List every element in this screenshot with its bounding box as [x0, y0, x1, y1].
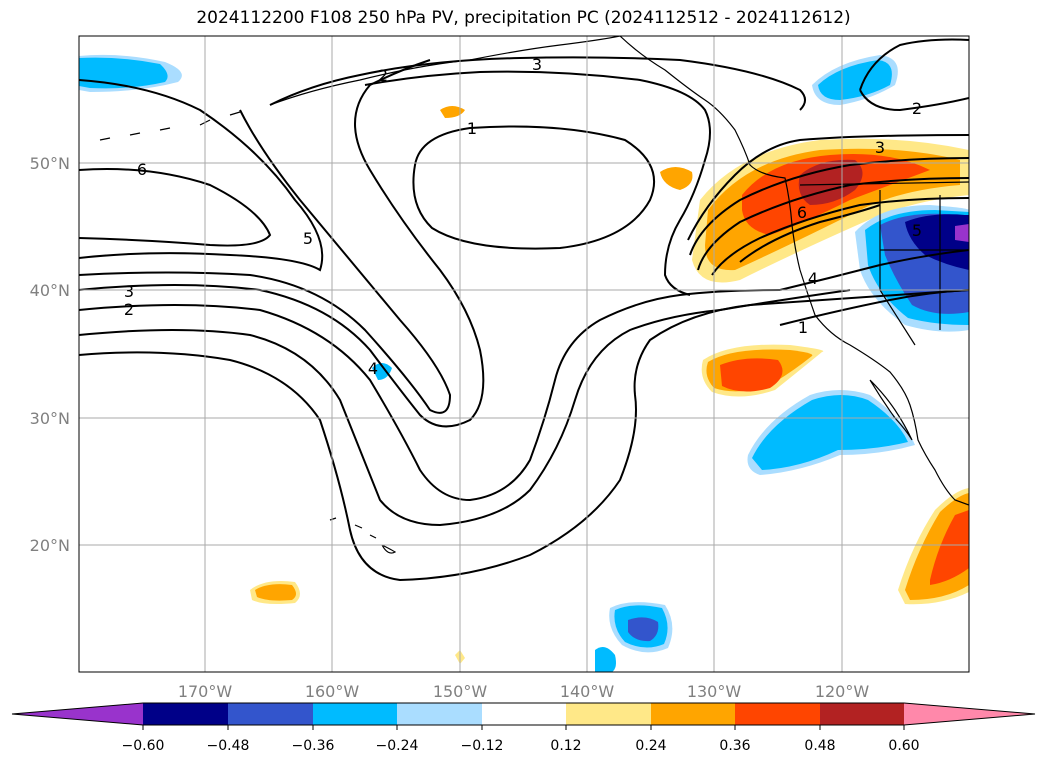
pv-contour-3-north	[269, 56, 806, 111]
lat-tick-label: 20°N	[30, 536, 70, 555]
colorbar-extend-min	[12, 703, 143, 725]
contour-label: 4	[808, 269, 818, 288]
precip-negative-nw-cyan	[79, 57, 168, 89]
pv-contour-4-south	[779, 249, 969, 291]
colorbar-segment	[397, 703, 482, 725]
lat-tick-label: 30°N	[30, 409, 70, 428]
pv-contour-3-east	[689, 157, 969, 256]
colorbar-segment	[482, 703, 566, 725]
precip-positive-small-2	[440, 106, 465, 118]
aleutian-islands	[99, 111, 241, 141]
colorbar-segment	[820, 703, 904, 725]
state-borders	[879, 190, 969, 346]
lat-tick-label: 40°N	[30, 281, 70, 300]
precip-negative-south2	[595, 646, 616, 672]
hawaii-islands	[329, 517, 397, 554]
colorbar-extend-max	[904, 703, 1035, 725]
pv-contour-1-closed	[412, 125, 655, 250]
colorbar-segment	[651, 703, 735, 725]
colorbar-tick-label: 0.48	[804, 738, 835, 754]
colorbar-tick-label: 0.36	[719, 738, 750, 754]
precip-positive-socal-red	[720, 358, 783, 392]
lat-tick-labels: 50°N 40°N 30°N 20°N	[30, 154, 70, 555]
precip-positive-small-1	[660, 167, 693, 190]
contour-label: 6	[797, 203, 807, 222]
contour-label: 5	[912, 221, 922, 240]
pv-contour-2-north	[364, 70, 711, 296]
precip-positive-mexico-red	[930, 510, 969, 585]
contour-label: 2	[378, 66, 388, 85]
pv-contour-4-east	[697, 177, 969, 271]
pv-contour-5-east	[711, 197, 969, 276]
colorbar-tick-label: 0.60	[888, 738, 919, 754]
colorbar-tick-label: 0.24	[635, 738, 666, 754]
pv-contour-2-outer	[79, 289, 969, 582]
contour-label: 3	[532, 55, 542, 74]
lon-tick-labels: 170°W 160°W 150°W 140°W 130°W 120°W	[178, 682, 870, 701]
lon-tick-label: 140°W	[560, 682, 615, 701]
map-background	[79, 36, 969, 672]
gridlines	[79, 36, 969, 672]
pv-contour-2-ne	[859, 38, 969, 112]
pv-contour-1-south	[779, 289, 969, 326]
lon-tick-label: 150°W	[433, 682, 488, 701]
lon-tick-label: 170°W	[178, 682, 233, 701]
colorbar-tick-label: −0.48	[207, 738, 250, 754]
us-border	[799, 181, 969, 186]
lon-tick-label: 130°W	[687, 682, 742, 701]
pv-contour-2-west	[79, 59, 485, 428]
precip-positive-small-3b	[255, 584, 296, 601]
pv-contour-2-south	[79, 289, 851, 527]
pv-contour-2-east	[687, 134, 969, 241]
pv-contour-3-west	[79, 109, 452, 414]
colorbar-segment	[566, 703, 651, 725]
contour-label: 6	[137, 160, 147, 179]
contour-label: 1	[798, 318, 808, 337]
lon-tick-label: 160°W	[305, 682, 360, 701]
contour-label: 1	[467, 119, 477, 138]
chart-title: 2024112200 F108 250 hPa PV, precipitatio…	[196, 8, 851, 28]
lon-tick-label: 120°W	[815, 682, 870, 701]
pv-contour-labels: 1 2 3 4 5 6 3 2 2 3 1 4 6 5	[124, 55, 922, 378]
colorbar-segment	[313, 703, 397, 725]
lat-tick-label: 50°N	[30, 154, 70, 173]
colorbar-segment	[143, 703, 228, 725]
map-frame	[78, 35, 970, 673]
contour-label: 5	[303, 229, 313, 248]
pv-contour-5-west	[79, 79, 324, 272]
pv-contour-6-east	[739, 204, 881, 263]
pv-contour-1-west	[79, 289, 781, 502]
precip-negative-hawaii-small	[372, 363, 392, 380]
pv-contour-6-closed	[79, 168, 272, 247]
precip-negative-bc-cyan	[818, 60, 892, 100]
precip-negative-gb-purple	[955, 224, 969, 242]
contour-label: 3	[124, 282, 134, 301]
colorbar: −0.60 −0.48 −0.36 −0.24 −0.12 0.12 0.24 …	[11, 702, 1036, 754]
colorbar-segment	[735, 703, 820, 725]
contour-label: 4	[368, 359, 378, 378]
colorbar-tick-label: −0.36	[292, 738, 335, 754]
colorbar-tick-label: −0.24	[376, 738, 419, 754]
colorbar-segment	[228, 703, 313, 725]
pv-contours	[79, 38, 969, 582]
colorbar-tick-label: −0.60	[122, 738, 165, 754]
contour-label: 3	[875, 138, 885, 157]
colorbar-tick-label: 0.12	[550, 738, 581, 754]
precip-negative-gb-navy	[905, 214, 969, 270]
colorbar-tick-label: −0.12	[461, 738, 504, 754]
baja-peninsula	[869, 379, 913, 441]
contour-label: 2	[912, 99, 922, 118]
contour-label: 2	[124, 300, 134, 319]
precip-negative-baja-cyan	[752, 395, 908, 470]
precip-negative-south-blue	[628, 617, 659, 642]
